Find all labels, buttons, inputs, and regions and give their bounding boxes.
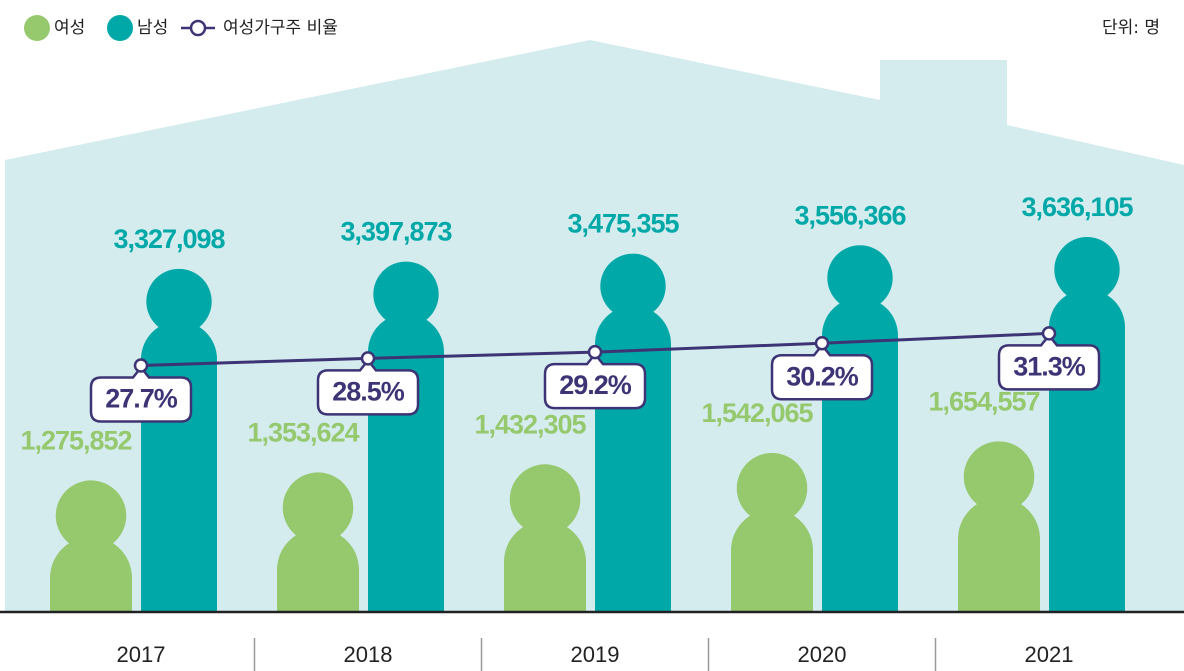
ratio-label: 30.2% [786, 361, 859, 391]
person-bar [504, 464, 586, 612]
value-label: 3,636,105 [1021, 192, 1133, 222]
ratio-label-box [770, 343, 874, 401]
person-bar [822, 245, 898, 612]
person-bar [368, 261, 444, 612]
ratio-point [360, 351, 376, 366]
person-bar [957, 441, 1040, 612]
legend-swatch [107, 15, 133, 41]
ratio-label: 28.5% [332, 376, 405, 406]
ratio-label: 31.3% [1013, 352, 1086, 382]
unit-note: 단위: 명 [1102, 18, 1160, 38]
person-bar [50, 480, 132, 612]
x-tick-label: 2020 [798, 642, 847, 667]
ratio-label-box [89, 365, 193, 423]
ratio-label-box [543, 352, 647, 410]
value-label: 1,275,852 [20, 426, 131, 456]
ratio-label-box [316, 358, 420, 416]
legend-label: 남성 [137, 18, 168, 38]
legend-label: 여성 [54, 18, 85, 38]
person-bar [595, 253, 671, 612]
person-bar [277, 472, 359, 612]
ratio-label-box [997, 333, 1101, 391]
ratio-point [1041, 326, 1057, 341]
ratio-point [133, 358, 149, 373]
value-label: 1,654,557 [928, 386, 1039, 416]
x-tick-label: 2021 [1025, 642, 1074, 667]
person-bar [141, 268, 217, 612]
value-label: 1,542,065 [701, 398, 813, 428]
value-label: 3,397,873 [340, 217, 452, 247]
legend-label: 여성가구주 비율 [223, 18, 338, 38]
x-tick-label: 2019 [571, 642, 620, 667]
legend-swatch [24, 15, 50, 41]
value-label: 3,475,355 [567, 209, 679, 239]
value-label: 1,432,305 [474, 409, 586, 439]
value-label: 3,327,098 [113, 224, 225, 254]
x-tick-label: 2018 [344, 642, 393, 667]
value-label: 3,556,366 [794, 200, 906, 230]
person-bar [1049, 236, 1125, 612]
ratio-label: 29.2% [559, 370, 632, 400]
ratio-point [587, 344, 603, 360]
ratio-point [814, 335, 830, 351]
ratio-label: 27.7% [105, 384, 178, 414]
legend-marker [189, 19, 207, 37]
value-label: 1,353,624 [247, 418, 359, 448]
x-tick-label: 2017 [117, 642, 166, 667]
person-bar [731, 452, 813, 612]
